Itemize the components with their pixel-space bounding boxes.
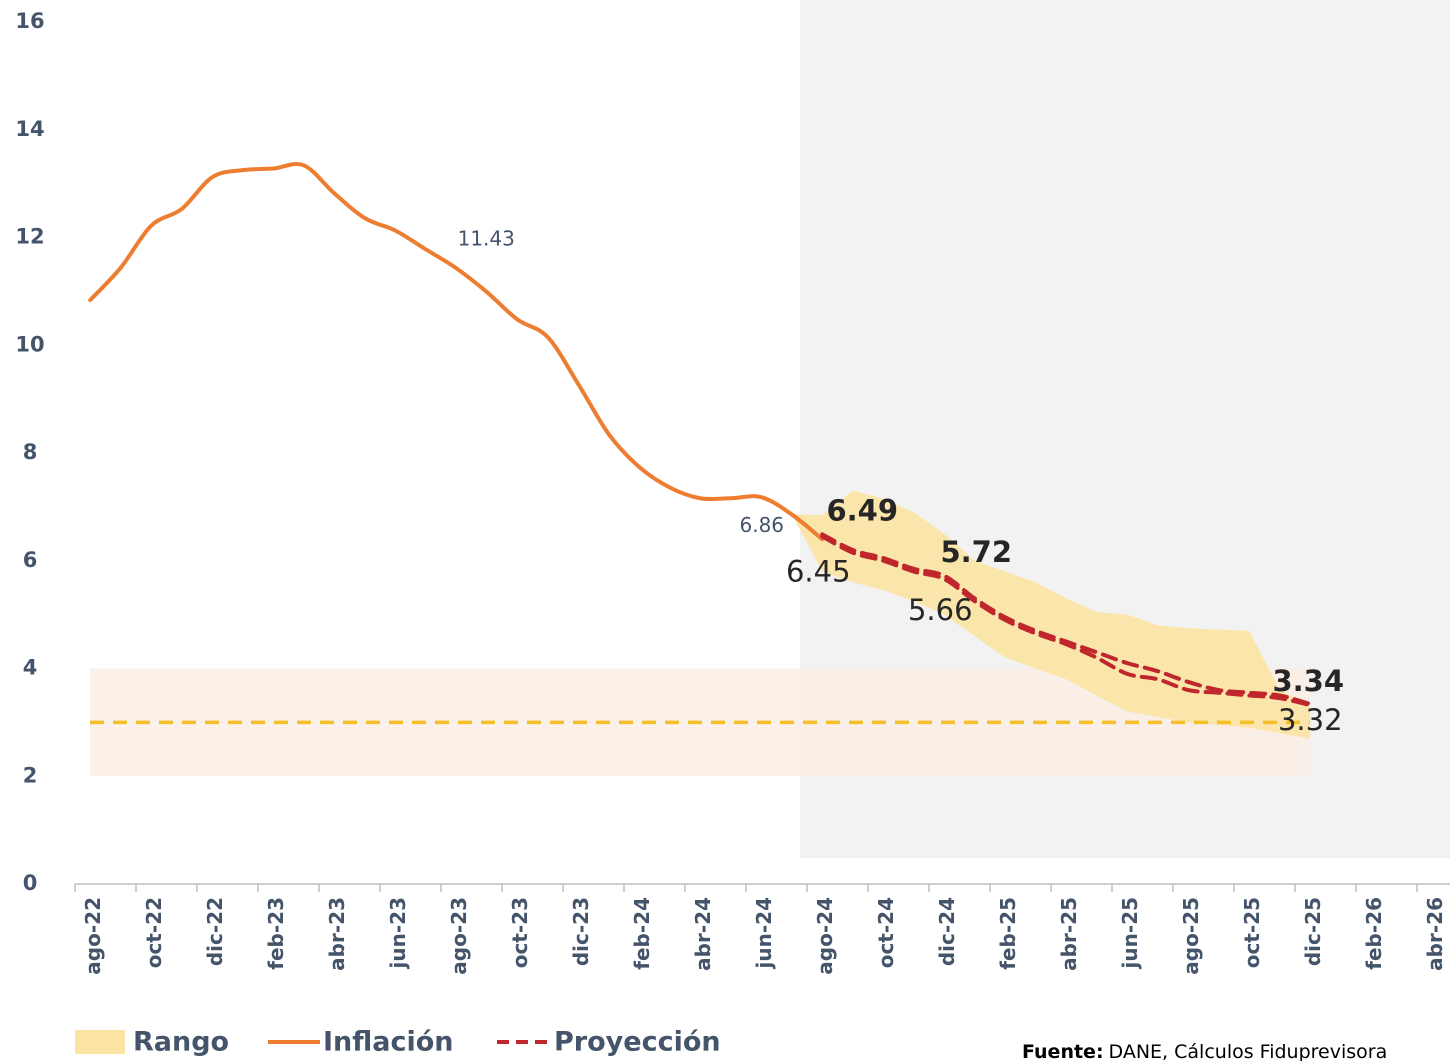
x-tick-label: oct-24 xyxy=(874,897,898,968)
data-label: 3.34 xyxy=(1272,664,1344,698)
series-line xyxy=(820,532,1313,707)
legend-label: Rango xyxy=(133,1027,229,1058)
y-tick-label: 4 xyxy=(23,656,38,680)
legend-label: Proyección xyxy=(554,1027,721,1058)
x-tick-label: dic-22 xyxy=(203,897,227,966)
x-tick-label: jun-24 xyxy=(752,897,776,969)
x-tick-label: abr-24 xyxy=(691,897,715,971)
source-label: Fuente: xyxy=(1022,1041,1104,1061)
x-tick-label: jun-23 xyxy=(386,897,410,969)
x-tick-label: dic-24 xyxy=(935,897,959,966)
y-tick-label: 6 xyxy=(23,548,38,572)
data-label: 6.49 xyxy=(826,493,898,527)
x-tick-label: feb-26 xyxy=(1362,897,1386,970)
y-tick-label: 8 xyxy=(23,440,38,464)
y-tick-label: 10 xyxy=(15,332,44,356)
data-label: 3.32 xyxy=(1278,703,1343,737)
x-tick-label: ago-23 xyxy=(447,897,471,975)
source-text: DANE, Cálculos Fiduprevisora xyxy=(1109,1041,1388,1061)
x-tick-label: feb-25 xyxy=(996,897,1020,970)
y-tick-label: 2 xyxy=(23,763,38,787)
x-tick-label: feb-23 xyxy=(264,897,288,970)
series-line xyxy=(820,534,1313,708)
x-tick-label: ago-22 xyxy=(81,897,105,975)
data-label: 11.43 xyxy=(458,227,515,251)
x-tick-label: dic-25 xyxy=(1301,897,1325,966)
source: Fuente: DANE, Cálculos Fiduprevisora xyxy=(1022,1041,1387,1061)
x-tick-label: feb-24 xyxy=(630,897,654,970)
legend-label: Inflación xyxy=(323,1027,454,1058)
x-tick-label: jun-25 xyxy=(1118,897,1142,969)
y-tick-label: 14 xyxy=(15,117,44,141)
data-label: 5.72 xyxy=(940,535,1012,569)
data-label: 6.45 xyxy=(786,555,851,589)
series-line xyxy=(88,161,825,542)
y-tick-label: 12 xyxy=(15,225,44,249)
data-label: 5.66 xyxy=(908,593,973,627)
x-tick-label: abr-25 xyxy=(1057,897,1081,971)
x-tick-label: ago-25 xyxy=(1179,897,1203,975)
y-tick-label: 16 xyxy=(15,9,44,33)
y-tick-label: 0 xyxy=(23,871,38,895)
x-tick-label: abr-23 xyxy=(325,897,349,971)
x-tick-label: abr-26 xyxy=(1423,897,1447,971)
x-tick-label: oct-23 xyxy=(508,897,532,968)
legend-swatch xyxy=(75,1030,125,1054)
range-area xyxy=(791,490,1311,739)
data-label: 6.86 xyxy=(739,513,784,537)
x-tick-label: dic-23 xyxy=(569,897,593,966)
x-tick-label: oct-25 xyxy=(1240,897,1264,968)
x-tick-label: ago-24 xyxy=(813,897,837,975)
x-tick-label: oct-22 xyxy=(142,897,166,968)
